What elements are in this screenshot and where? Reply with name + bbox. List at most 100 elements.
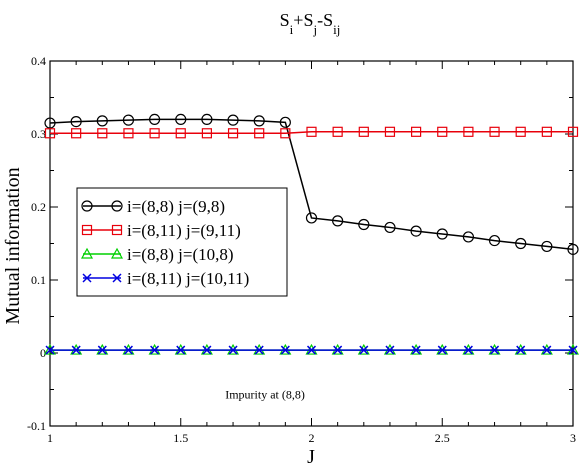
data-point <box>436 228 448 240</box>
legend-marker <box>112 273 122 283</box>
x-marker-stroke <box>542 345 552 355</box>
title-part: i <box>290 22 294 37</box>
chart-title: Si+Sj-Sij <box>280 10 341 37</box>
x-marker-stroke <box>71 345 81 355</box>
x-marker-stroke <box>228 345 238 355</box>
x-tick-label: 2 <box>309 431 315 445</box>
legend-marker <box>111 224 123 236</box>
data-point <box>306 126 317 137</box>
data-point <box>567 126 579 137</box>
y-axis-label: Mutual information <box>2 167 24 324</box>
x-marker-stroke <box>280 345 290 355</box>
title-part: -S <box>317 10 333 30</box>
x-marker-stroke <box>411 345 421 355</box>
data-point <box>44 117 56 129</box>
legend-marker <box>81 200 93 212</box>
data-point <box>305 212 318 224</box>
data-point <box>45 345 55 355</box>
title-part: ij <box>333 22 340 37</box>
data-point <box>70 115 82 128</box>
data-point <box>175 128 186 139</box>
x-tick-label: 1 <box>47 431 53 445</box>
data-point <box>150 345 160 355</box>
legend-marker <box>110 247 124 259</box>
title-part: S <box>280 10 290 30</box>
x-marker-stroke <box>82 273 92 283</box>
y-tick-label: 0.2 <box>31 200 46 214</box>
legend-marker <box>81 224 93 236</box>
data-point <box>123 345 133 355</box>
data-point <box>463 126 474 137</box>
data-point <box>201 113 213 126</box>
x-marker-stroke <box>385 345 395 355</box>
x-marker-stroke <box>254 345 264 355</box>
title-part: j <box>312 22 317 37</box>
legend-label: i=(8,8) j=(9,8) <box>127 197 225 216</box>
data-point <box>96 115 108 127</box>
data-point <box>488 234 501 247</box>
data-point <box>280 128 291 139</box>
legend-label: i=(8,8) j=(10,8) <box>127 245 234 264</box>
data-point <box>541 126 552 137</box>
data-point <box>489 126 500 137</box>
series-layer <box>43 113 580 355</box>
y-tick-label: 0 <box>40 346 46 360</box>
data-point <box>463 345 473 355</box>
data-point <box>541 240 553 253</box>
series-1 <box>44 126 579 139</box>
data-point <box>515 126 526 137</box>
data-point <box>175 113 187 126</box>
data-point <box>227 114 239 126</box>
data-point <box>71 128 82 139</box>
series-3 <box>45 345 578 355</box>
data-point <box>567 243 579 255</box>
series-line <box>50 131 573 135</box>
data-point <box>542 345 552 355</box>
series-line <box>49 118 574 251</box>
data-point <box>333 345 343 355</box>
data-point <box>516 345 526 355</box>
data-point <box>228 345 238 355</box>
x-marker-stroke <box>306 345 317 355</box>
data-point <box>385 345 395 355</box>
y-tick-label: 0.4 <box>31 54 46 68</box>
data-point <box>411 345 421 355</box>
y-tick-label: 0.1 <box>31 273 46 287</box>
data-point <box>254 345 264 355</box>
data-point <box>227 128 239 139</box>
x-marker-stroke <box>123 345 133 355</box>
x-marker-stroke <box>112 273 122 283</box>
data-point <box>254 128 265 139</box>
x-marker-stroke <box>97 345 107 355</box>
data-point <box>384 221 396 234</box>
legend-marker <box>80 247 94 259</box>
y-tick-label: -0.1 <box>27 419 46 433</box>
data-point <box>437 126 448 137</box>
x-marker-stroke <box>150 345 160 355</box>
x-tick-label: 3 <box>570 431 576 445</box>
data-point <box>358 126 369 137</box>
x-marker-stroke <box>490 345 500 355</box>
x-marker-stroke <box>359 345 369 355</box>
data-point <box>202 345 212 355</box>
data-point <box>332 215 344 227</box>
legend-marker <box>111 200 123 212</box>
data-point <box>97 128 108 139</box>
legend-label: i=(8,11) j=(9,11) <box>127 221 241 240</box>
data-point <box>201 128 212 139</box>
data-point <box>332 126 343 137</box>
data-point <box>279 116 291 128</box>
data-point <box>122 114 135 126</box>
axis-ticks: 1 1.5 2 2.5 3 -0.1 0 0.1 0.2 0.3 0.4 <box>27 54 576 445</box>
y-tick-label: 0.3 <box>31 127 46 141</box>
data-point <box>71 345 81 355</box>
data-point <box>568 345 578 355</box>
x-marker-stroke <box>45 345 55 355</box>
x-marker-stroke <box>437 345 447 355</box>
x-marker-stroke <box>463 345 473 355</box>
data-point <box>280 345 290 355</box>
x-marker-stroke <box>568 345 578 355</box>
x-axis-label: J <box>307 446 315 465</box>
series-0 <box>44 113 579 255</box>
legend-marker <box>82 273 92 283</box>
